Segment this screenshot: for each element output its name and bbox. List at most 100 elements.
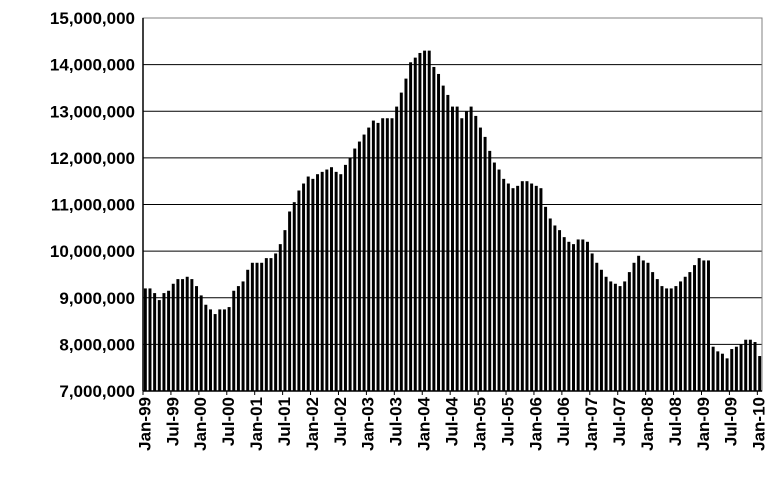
bar — [595, 262, 599, 391]
x-tick-label: Jan-02 — [303, 397, 322, 451]
bar — [236, 286, 240, 391]
y-tick-labels: 7,000,000 8,000,000 9,000,000 10,000,000 11,… — [50, 9, 135, 401]
bar — [213, 314, 217, 391]
bar — [725, 358, 729, 391]
y-tick-label: 7,000,000 — [59, 382, 135, 401]
bar — [362, 134, 366, 391]
bar — [427, 50, 431, 391]
bar — [581, 239, 585, 391]
bar — [632, 262, 636, 391]
x-tick-label: Jan-03 — [359, 397, 378, 451]
y-tick-label: 14,000,000 — [50, 56, 135, 75]
bar — [674, 286, 678, 391]
bar — [353, 148, 357, 391]
bar — [716, 351, 720, 391]
x-tick-label: Jul-07 — [610, 397, 629, 446]
bar — [553, 225, 557, 391]
x-tick-label: Jan-09 — [694, 397, 713, 451]
bar — [330, 167, 333, 391]
x-tick-label: Jul-02 — [331, 397, 350, 446]
bar — [199, 295, 203, 391]
bar — [693, 265, 697, 391]
bar — [269, 258, 273, 391]
bar — [288, 211, 292, 391]
bar — [539, 188, 543, 391]
bar — [451, 106, 454, 392]
bar — [711, 346, 715, 391]
bar — [613, 283, 617, 391]
bar — [162, 293, 166, 391]
bar — [474, 115, 478, 391]
bar — [385, 118, 389, 392]
bar — [423, 50, 427, 391]
bar — [483, 136, 487, 391]
bar — [506, 183, 510, 391]
bar — [576, 239, 580, 391]
bar — [530, 183, 534, 391]
bar — [371, 120, 375, 391]
x-tick-label: Jan-10 — [750, 397, 769, 451]
y-tick-label: 12,000,000 — [50, 149, 135, 168]
bar — [208, 309, 212, 391]
bar — [739, 344, 743, 391]
bar — [292, 202, 296, 391]
x-tick-label: Jan-07 — [582, 397, 601, 451]
bar — [558, 230, 562, 391]
bar — [176, 279, 180, 391]
x-tick-label: Jul-06 — [554, 397, 573, 446]
bar — [534, 185, 538, 391]
bar — [246, 269, 250, 391]
bar — [706, 260, 710, 391]
bar — [511, 188, 515, 391]
bar — [669, 288, 673, 391]
bar — [478, 127, 482, 391]
bar — [264, 258, 268, 391]
bar — [283, 230, 287, 391]
bar — [460, 118, 464, 392]
bar — [748, 339, 752, 391]
bar — [683, 276, 687, 391]
bar — [404, 78, 408, 392]
x-tick-label: Jul-09 — [722, 397, 741, 446]
x-tick-labels: Jan-99 Jul-99 Jan-00 Jul-00 Jan-01 Jul-01 Jan-… — [135, 396, 768, 450]
x-tick-label: Jul-01 — [275, 397, 294, 446]
bar — [627, 272, 631, 391]
bar — [562, 237, 566, 391]
bar — [488, 150, 492, 391]
bar — [655, 279, 659, 391]
bar — [660, 286, 664, 391]
bar — [185, 276, 189, 391]
bar — [432, 66, 436, 392]
bar — [590, 253, 594, 391]
y-tick-label: 15,000,000 — [50, 9, 135, 28]
y-tick-label: 13,000,000 — [50, 102, 135, 121]
bar — [520, 181, 524, 391]
bar — [367, 127, 371, 391]
bar — [572, 244, 575, 391]
bar — [734, 346, 738, 391]
bar — [758, 356, 762, 391]
bar — [730, 349, 734, 391]
bar — [413, 57, 417, 391]
x-tick-label: Jan-99 — [135, 397, 154, 451]
bar — [609, 281, 613, 391]
x-tick-label: Jul-05 — [498, 397, 517, 446]
x-tick-label: Jul-99 — [163, 397, 182, 446]
x-tick-label: Jul-03 — [387, 397, 406, 446]
bar — [320, 171, 324, 391]
bar — [148, 288, 152, 391]
bar — [311, 178, 315, 391]
bar — [334, 171, 338, 391]
bar — [544, 206, 548, 391]
bar — [302, 183, 306, 391]
bar — [646, 262, 650, 391]
bar — [441, 85, 445, 391]
bar — [720, 353, 724, 391]
bar — [516, 185, 520, 391]
bar — [274, 253, 278, 391]
bar — [143, 288, 147, 391]
bar — [744, 339, 748, 391]
bar — [679, 281, 683, 391]
bar — [376, 122, 380, 391]
x-tick-label: Jul-00 — [219, 397, 238, 446]
